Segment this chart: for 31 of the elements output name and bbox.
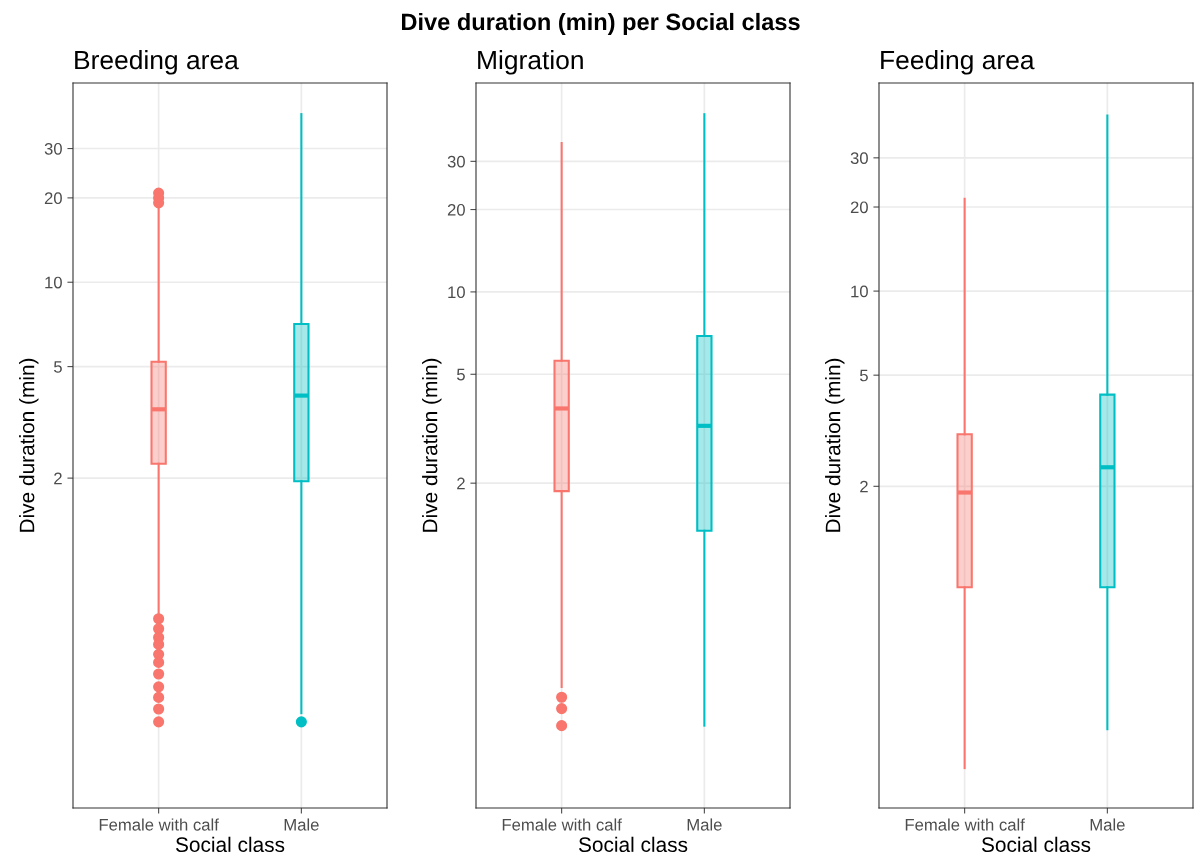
y-tick-label: 10 [45, 276, 62, 289]
y-tick-label: 20 [44, 192, 62, 205]
y-tick-label: 30 [850, 152, 868, 165]
x-tick-label: Female with calf [502, 818, 622, 831]
y-axis-title: Dive duration (min) [19, 358, 39, 532]
y-tick-label: 30 [447, 155, 465, 168]
y-tick-label: 30 [44, 142, 62, 155]
text: Dive duration (min) per Social class [402, 12, 800, 35]
y-tick-label: 5 [53, 361, 62, 373]
chart-subtitle: Feeding area [881, 49, 1035, 75]
y-tick-label: 2 [457, 477, 465, 490]
y-tick-label: 2 [54, 472, 62, 485]
x-axis-title: Social class [981, 836, 1091, 853]
y-tick-label: 10 [448, 286, 465, 299]
y-tick-label: 5 [859, 369, 868, 382]
y-tick-label: 20 [850, 201, 868, 214]
y-tick-label: 10 [851, 285, 868, 298]
x-axis-title: Social class [578, 836, 688, 853]
y-tick-label: 5 [456, 368, 465, 381]
chart-subtitle: Breeding area [75, 49, 239, 75]
x-tick-label: Male [284, 818, 319, 831]
x-tick-label: Female with calf [99, 818, 219, 831]
y-axis-title: Dive duration (min) [825, 358, 845, 532]
x-tick-label: Male [687, 818, 722, 831]
x-tick-label: Female with calf [905, 818, 1025, 831]
y-tick-label: 2 [860, 480, 868, 493]
x-tick-label: Male [1090, 818, 1125, 831]
chart-subtitle: Migration [478, 49, 583, 75]
x-axis-title: Social class [175, 836, 285, 853]
y-axis-title: Dive duration (min) [422, 358, 442, 532]
y-tick-label: 20 [447, 203, 465, 216]
